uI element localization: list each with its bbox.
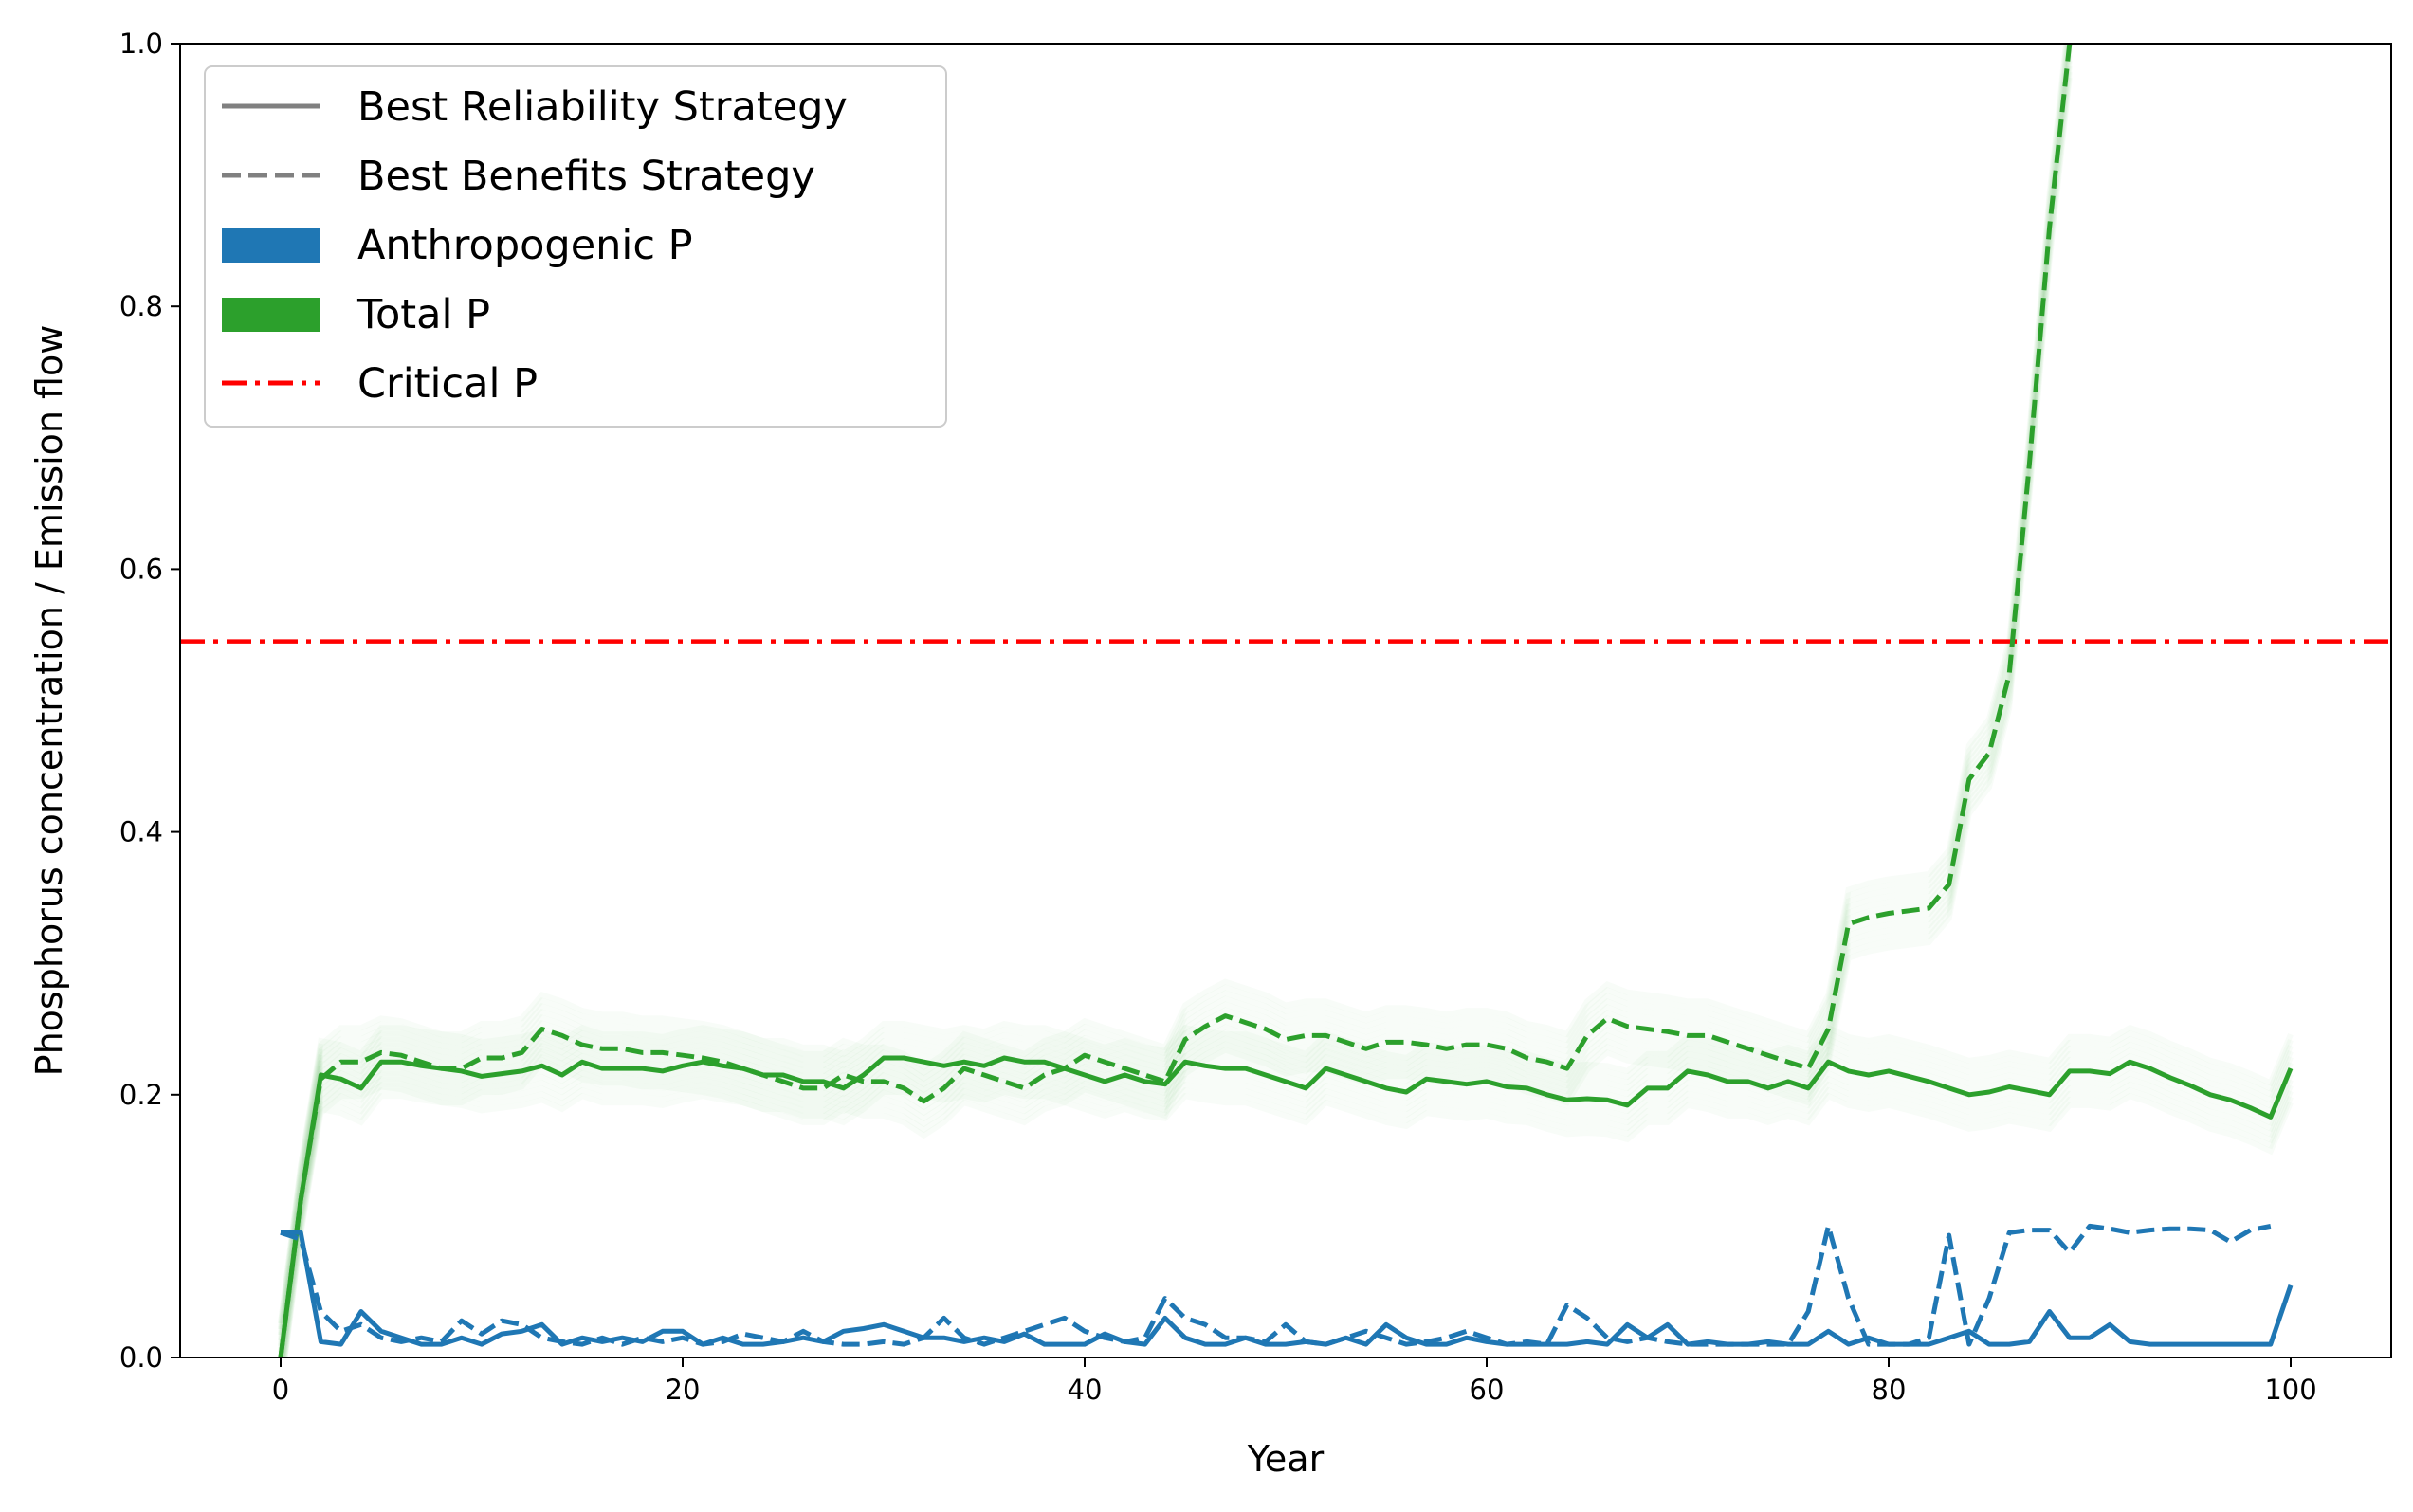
plot-frame	[179, 43, 2392, 1358]
y-axis-ticks: 0.0 0.2 0.4 0.6 0.8 1.0	[119, 27, 180, 1374]
x-tick-label: 60	[1470, 1374, 1505, 1406]
x-tick-label: 0	[272, 1374, 289, 1406]
legend-label: Total P	[356, 291, 490, 338]
total-p-dashed-line	[278, 44, 2073, 1357]
y-tick-label: 0.0	[119, 1341, 163, 1374]
y-tick-label: 1.0	[119, 27, 163, 60]
legend: Best Reliability Strategy Best Benefits S…	[204, 65, 947, 428]
legend-handle	[222, 298, 320, 332]
y-tick-label: 0.8	[119, 290, 163, 322]
x-tick-label: 20	[666, 1374, 701, 1406]
y-tick-label: 0.2	[119, 1079, 163, 1111]
legend-box	[204, 65, 947, 428]
legend-label: Critical P	[357, 360, 538, 408]
x-axis-label: Year	[1247, 1438, 1325, 1480]
series-layer	[278, 44, 2294, 1357]
total-p-solid-line	[278, 1055, 2294, 1357]
legend-label: Anthropogenic P	[357, 222, 693, 269]
x-tick-label: 100	[2264, 1374, 2316, 1406]
legend-handle	[222, 228, 320, 263]
legend-label: Best Reliability Strategy	[357, 83, 848, 131]
y-tick-label: 0.4	[119, 816, 163, 848]
y-tick-label: 0.6	[119, 553, 163, 585]
x-tick-label: 80	[1872, 1374, 1907, 1406]
legend-label: Best Benefits Strategy	[357, 153, 815, 200]
anthropogenic-p-solid-line	[281, 1230, 2294, 1347]
y-axis-label: Phosphorus concentration / Emission flow	[28, 325, 70, 1077]
x-tick-label: 40	[1068, 1374, 1103, 1406]
anthropogenic-p-dashed-line	[280, 1223, 2272, 1347]
x-axis-ticks: 0 20 40 60 80 100	[272, 1357, 2317, 1406]
